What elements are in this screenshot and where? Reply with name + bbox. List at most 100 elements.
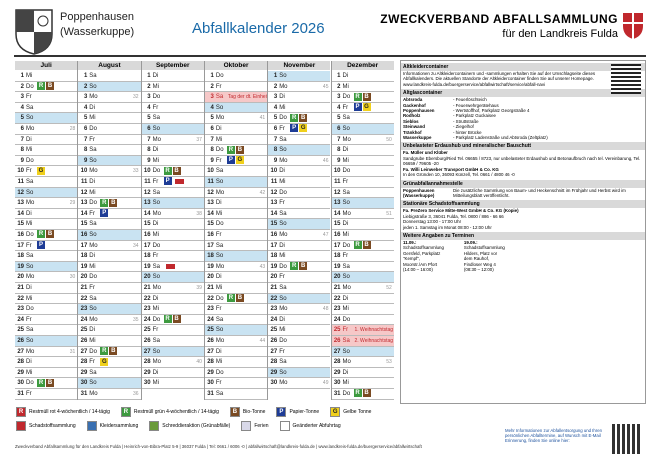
weekday: Sa — [279, 359, 287, 366]
day-cell: 3 Sa Tag der dt. Einheit — [204, 92, 268, 103]
waste-badge: B — [235, 145, 244, 154]
weekday: Mo — [279, 157, 288, 164]
weekday: Mi — [215, 359, 223, 366]
info-item: Wasserkuppe - Parkplatz Ladenstraße und A… — [401, 135, 645, 140]
rule — [14, 55, 646, 57]
day-cell: 1 Sa — [78, 71, 141, 82]
waste-badge: P — [226, 156, 235, 165]
day-cell: 15 Do — [204, 219, 268, 230]
info-columns: 11.09.: Schadstoffsammlung Gersfeld, Parkp… — [401, 240, 645, 272]
legend-swatch — [279, 421, 290, 431]
weekday: Mi — [26, 295, 33, 302]
day-cell: 5 Mo 41 — [204, 113, 268, 124]
day-cell: 6 So — [141, 124, 204, 135]
day-cell: 21 Fr — [78, 283, 141, 294]
day-number: 19 — [17, 263, 24, 270]
day-number: 20 — [333, 274, 341, 281]
week-number: 43 — [259, 263, 266, 270]
weekday: Di — [342, 221, 349, 228]
legend-label: Schreddieraktion (Grünabfälle) — [162, 423, 231, 429]
info-location: - Parkplatz Ladenstraße und Abtsroda (Ze… — [453, 135, 548, 141]
info-column: 19.09.: Schadstoffsammlung Hilders, Platz … — [464, 240, 505, 272]
weekday: Fr — [215, 232, 222, 238]
day-cell: 26 Sa — [141, 336, 204, 347]
month-name: Juli — [15, 61, 78, 70]
waste-badge: R — [37, 378, 45, 387]
waste-badge: B — [46, 230, 54, 239]
weekday: Sa — [89, 221, 97, 228]
day-cell: 5 Do R B — [268, 113, 331, 124]
day-cell: 21 Mo 39 — [141, 283, 204, 294]
weekday: Fr — [215, 83, 222, 90]
day-cell: 27 So — [141, 346, 204, 358]
info-place: Abtsroda — [403, 97, 423, 103]
day-cell: 16 Mo 47 — [268, 230, 331, 241]
day-number: 2 — [273, 83, 278, 90]
weekday: Sa — [152, 338, 160, 344]
day-number: 6 — [20, 126, 24, 132]
info-item: Rodholz - Parkplatz Guckaisee — [401, 113, 645, 118]
waste-badge: R — [226, 294, 235, 303]
day-number: 26 — [17, 338, 24, 344]
info-location: - Wertstoffhof, Parkplatz Georgstraße 4 — [453, 108, 530, 114]
legend-label: Restmüll grün 4-wöchentlich / 14-tägig — [133, 409, 219, 415]
truck-icon — [165, 263, 175, 269]
day-number: 18 — [270, 253, 278, 260]
legend-swatch: P — [276, 407, 287, 417]
info-text: Donnerstag 13:00 - 17:00 Uhr — [403, 219, 462, 225]
waste-badge: R — [353, 389, 362, 398]
weekday: Fr — [279, 274, 285, 281]
day-cell: 15 Sa — [78, 219, 141, 230]
day-cell: 10 Do — [331, 166, 394, 177]
weekday: Mi — [152, 232, 159, 238]
day-cell: 22 Do R B — [204, 293, 268, 305]
info-line: dem Rauhof, — [463, 256, 490, 262]
day-number: 1 — [83, 73, 88, 79]
day-number: 4 — [83, 104, 88, 111]
info-heading: Weitere Angaben zu Terminen — [401, 231, 645, 240]
day-number: 30 — [207, 380, 214, 387]
weekday: Do — [342, 242, 351, 249]
waste-badge: B — [299, 262, 308, 271]
day-number: 22 — [207, 295, 214, 302]
legend-swatch: G — [330, 407, 341, 417]
info-panel: Altkleidercontainer Informationen zu Altk… — [400, 60, 646, 404]
day-number: 19 — [333, 263, 341, 270]
waste-badge: B — [172, 166, 181, 175]
info-item: Sieblos - Struttstraße — [401, 119, 645, 124]
day-cell: 20 Mo 30 — [15, 272, 78, 283]
day-number: 9 — [20, 157, 24, 164]
info-item: In den Gründen 10, 36093 Künzell, Tel. 0… — [401, 172, 645, 177]
day-number: 11 — [270, 179, 278, 185]
weekday: Fr — [279, 126, 285, 132]
waste-badge: B — [46, 378, 54, 387]
weekday: Do — [89, 348, 97, 355]
weekday: Mo — [26, 126, 35, 132]
weekday: Mi — [152, 83, 159, 90]
weekday: Fr — [215, 306, 222, 313]
weekday: Do — [279, 263, 287, 270]
day-number: 30 — [80, 380, 88, 387]
day-number: 9 — [337, 157, 341, 164]
day-number: 7 — [210, 136, 214, 143]
day-cell: 8 Do R B — [204, 145, 268, 156]
weekday: Mi — [26, 369, 33, 376]
day-number: 24 — [333, 316, 341, 323]
weekday: Mi — [152, 380, 159, 387]
legend-item: R Restmüll grün 4-wöchentlich / 14-tägig — [120, 407, 219, 417]
weekday: Sa — [279, 210, 287, 217]
weekday: Mo — [152, 359, 161, 366]
day-cell: 23 Do — [15, 304, 78, 315]
weekday: Mi — [26, 147, 33, 154]
week-number: 52 — [386, 285, 392, 291]
day-cell: 12 Do — [268, 187, 331, 199]
weekday: Fr — [26, 316, 32, 323]
day-cell: 28 Sa — [268, 357, 331, 368]
info-location: - hinter Brücke — [453, 129, 482, 135]
day-number: 31 — [207, 391, 214, 397]
weekday: Do — [215, 147, 224, 154]
weekday: Mo — [342, 285, 351, 291]
info-item: Informationen zu Altkleidercontainern un… — [401, 71, 605, 87]
day-cell: 18 Sa — [15, 251, 78, 262]
weekday: So — [152, 126, 160, 132]
